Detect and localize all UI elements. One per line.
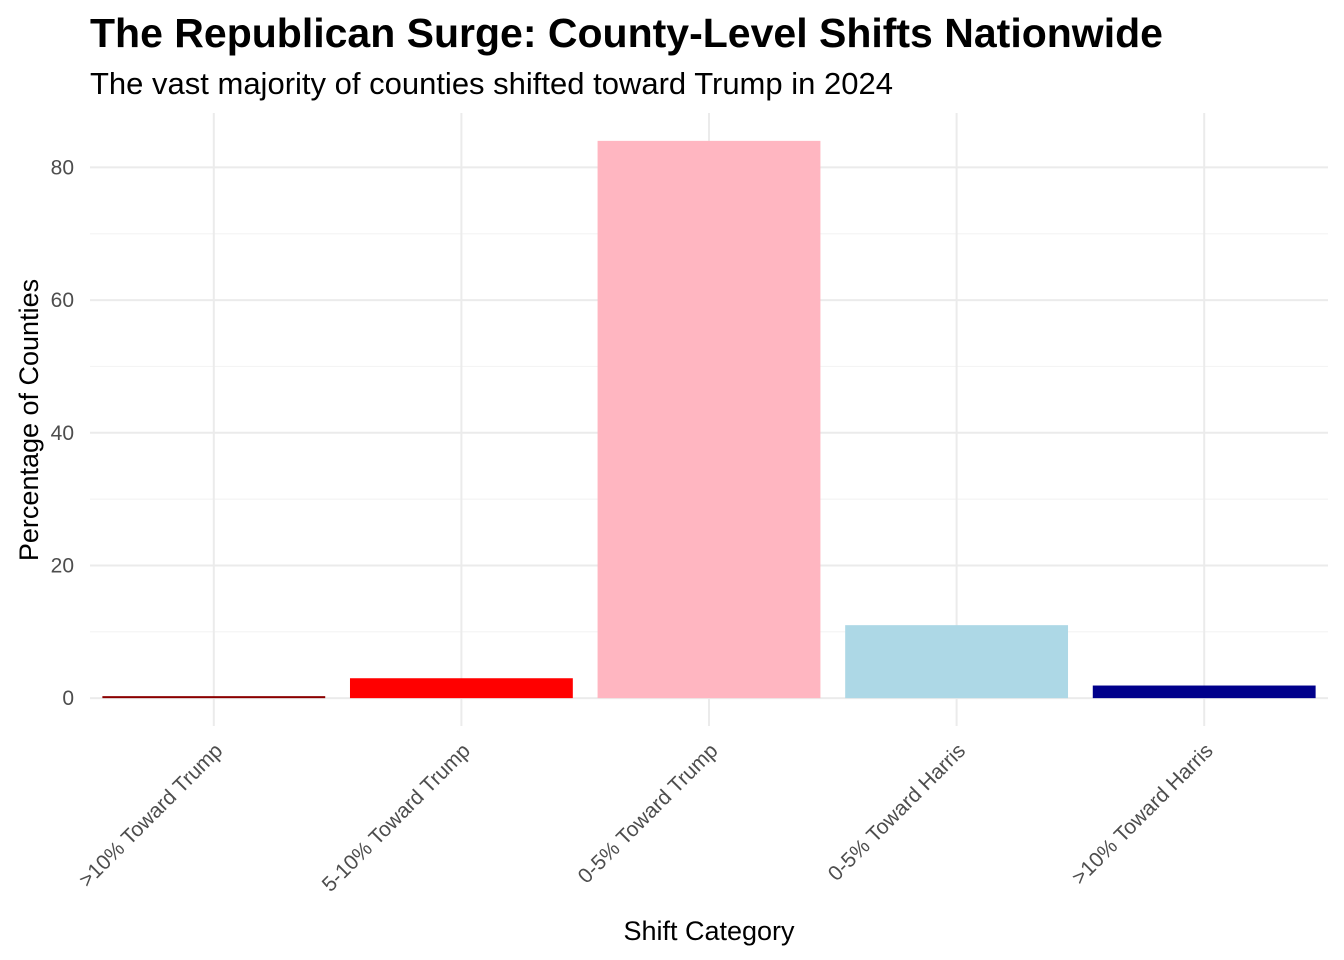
chart-subtitle: The vast majority of counties shifted to… — [90, 66, 893, 101]
x-axis-ticks: >10% Toward Trump 5-10% Toward Trump 0-5% … — [75, 739, 1218, 896]
chart-title: The Republican Surge: County-Level Shift… — [90, 10, 1163, 56]
y-tick-label: 20 — [51, 554, 74, 577]
y-tick-label: 40 — [51, 422, 74, 445]
y-tick-label: 0 — [62, 687, 74, 710]
x-tick-label: 0-5% Toward Harris — [824, 739, 970, 885]
x-tick-label: >10% Toward Harris — [1068, 739, 1218, 889]
x-axis-title: Shift Category — [623, 916, 795, 946]
y-axis-title: Percentage of Counties — [14, 279, 44, 561]
y-tick-label: 80 — [51, 156, 74, 179]
bar — [845, 625, 1069, 699]
y-tick-label: 60 — [51, 289, 74, 312]
bar — [597, 140, 821, 699]
bars — [102, 140, 1316, 699]
x-tick-label: 0-5% Toward Trump — [574, 739, 723, 888]
bar — [1092, 685, 1316, 699]
y-axis-ticks: 0 20 40 60 80 — [51, 156, 74, 710]
bar — [102, 696, 326, 699]
x-tick-label: >10% Toward Trump — [75, 739, 228, 892]
bar — [349, 678, 573, 699]
x-tick-label: 5-10% Toward Trump — [318, 739, 475, 896]
